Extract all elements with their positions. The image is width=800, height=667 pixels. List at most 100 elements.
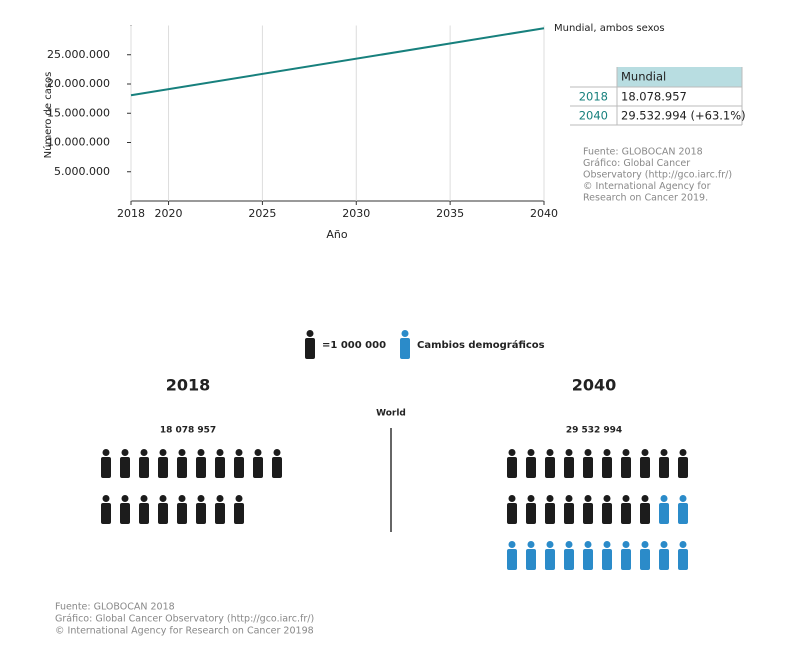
icon-body [526,549,536,570]
icon-head [546,449,554,456]
total-label: 18 078 957 [160,426,216,436]
person-icon [602,449,612,478]
icon-body [158,457,168,478]
person-icon [602,495,612,524]
source-text: Fuente: GLOBOCAN 2018 [583,147,703,158]
total-label: 29 532 994 [566,426,622,436]
icon-head [140,449,148,456]
icon-body [234,457,244,478]
person-icon [158,449,168,478]
icon-body [583,549,593,570]
icon-head [641,541,649,548]
source-text: © International Agency for [583,181,711,192]
person-icon [583,495,593,524]
person-icon [507,495,517,524]
person-icon [177,495,187,524]
icon-body [101,457,111,478]
icon-head [603,541,611,548]
icon-head [603,495,611,502]
icon-head [159,495,167,502]
icon-head [641,449,649,456]
icon-head [527,449,535,456]
icon-body [526,503,536,524]
icon-body [659,457,669,478]
icon-head [565,449,573,456]
table-value: 29.532.994 (+63.1%) [621,109,746,123]
icon-body [272,457,282,478]
icon-body [678,549,688,570]
icon-head [546,495,554,502]
series-label: Mundial, ambos sexos [554,23,665,34]
source-text: Observatory (http://gco.iarc.fr/) [583,170,732,181]
source-text: Gráfico: Global Cancer [583,158,690,169]
icon-head [178,495,186,502]
icon-head [121,449,129,456]
person-icon [545,495,555,524]
person-icon [678,449,688,478]
person-icon [196,449,206,478]
year-label: 2040 [572,376,617,395]
icon-body [120,503,130,524]
icon-head [679,495,687,502]
icon-body [621,457,631,478]
icon-head [401,330,409,337]
icon-body [545,549,555,570]
icon-body [602,549,612,570]
icon-body [120,457,130,478]
region-label: World [376,409,406,419]
person-icon [678,495,688,524]
icon-body [602,457,612,478]
icon-body [177,503,187,524]
y-tick-label: 15.000.000 [47,106,110,119]
icon-body [507,549,517,570]
person-icon [215,449,225,478]
icon-body [253,457,263,478]
person-icon [234,495,244,524]
icon-head [508,495,516,502]
table-header-cell [617,67,742,87]
person-icon [139,495,149,524]
person-icon [507,449,517,478]
icon-head [622,449,630,456]
person-icon [564,495,574,524]
icon-body [507,503,517,524]
icon-head [546,541,554,548]
y-tick-label: 25.000.000 [47,48,110,61]
icon-head [565,495,573,502]
table-year: 2018 [579,90,608,104]
icon-body [640,457,650,478]
x-tick-label: 2035 [436,207,464,220]
icon-head [508,449,516,456]
icon-head [140,495,148,502]
icon-head [584,449,592,456]
icon-head [660,449,668,456]
icon-body [659,549,669,570]
data-line [130,27,545,97]
icon-head [527,541,535,548]
icon-head [216,449,224,456]
icon-body [234,503,244,524]
icon-head [508,541,516,548]
icon-body [158,503,168,524]
person-icon [564,541,574,570]
y-tick-label: 5.000.000 [54,165,110,178]
icon-body [196,457,206,478]
person-icon [507,541,517,570]
icon-head [641,495,649,502]
legend-icon [400,330,410,359]
person-icon [545,541,555,570]
icon-head [679,449,687,456]
source-text: © International Agency for Research on C… [55,626,314,637]
icon-head [235,495,243,502]
icon-head [197,449,205,456]
person-icon [640,449,650,478]
icon-head [622,495,630,502]
person-icon [564,449,574,478]
icon-body [196,503,206,524]
person-icon [545,449,555,478]
icon-head [235,449,243,456]
icon-body [215,457,225,478]
icon-head [197,495,205,502]
x-tick-label: 2025 [248,207,276,220]
